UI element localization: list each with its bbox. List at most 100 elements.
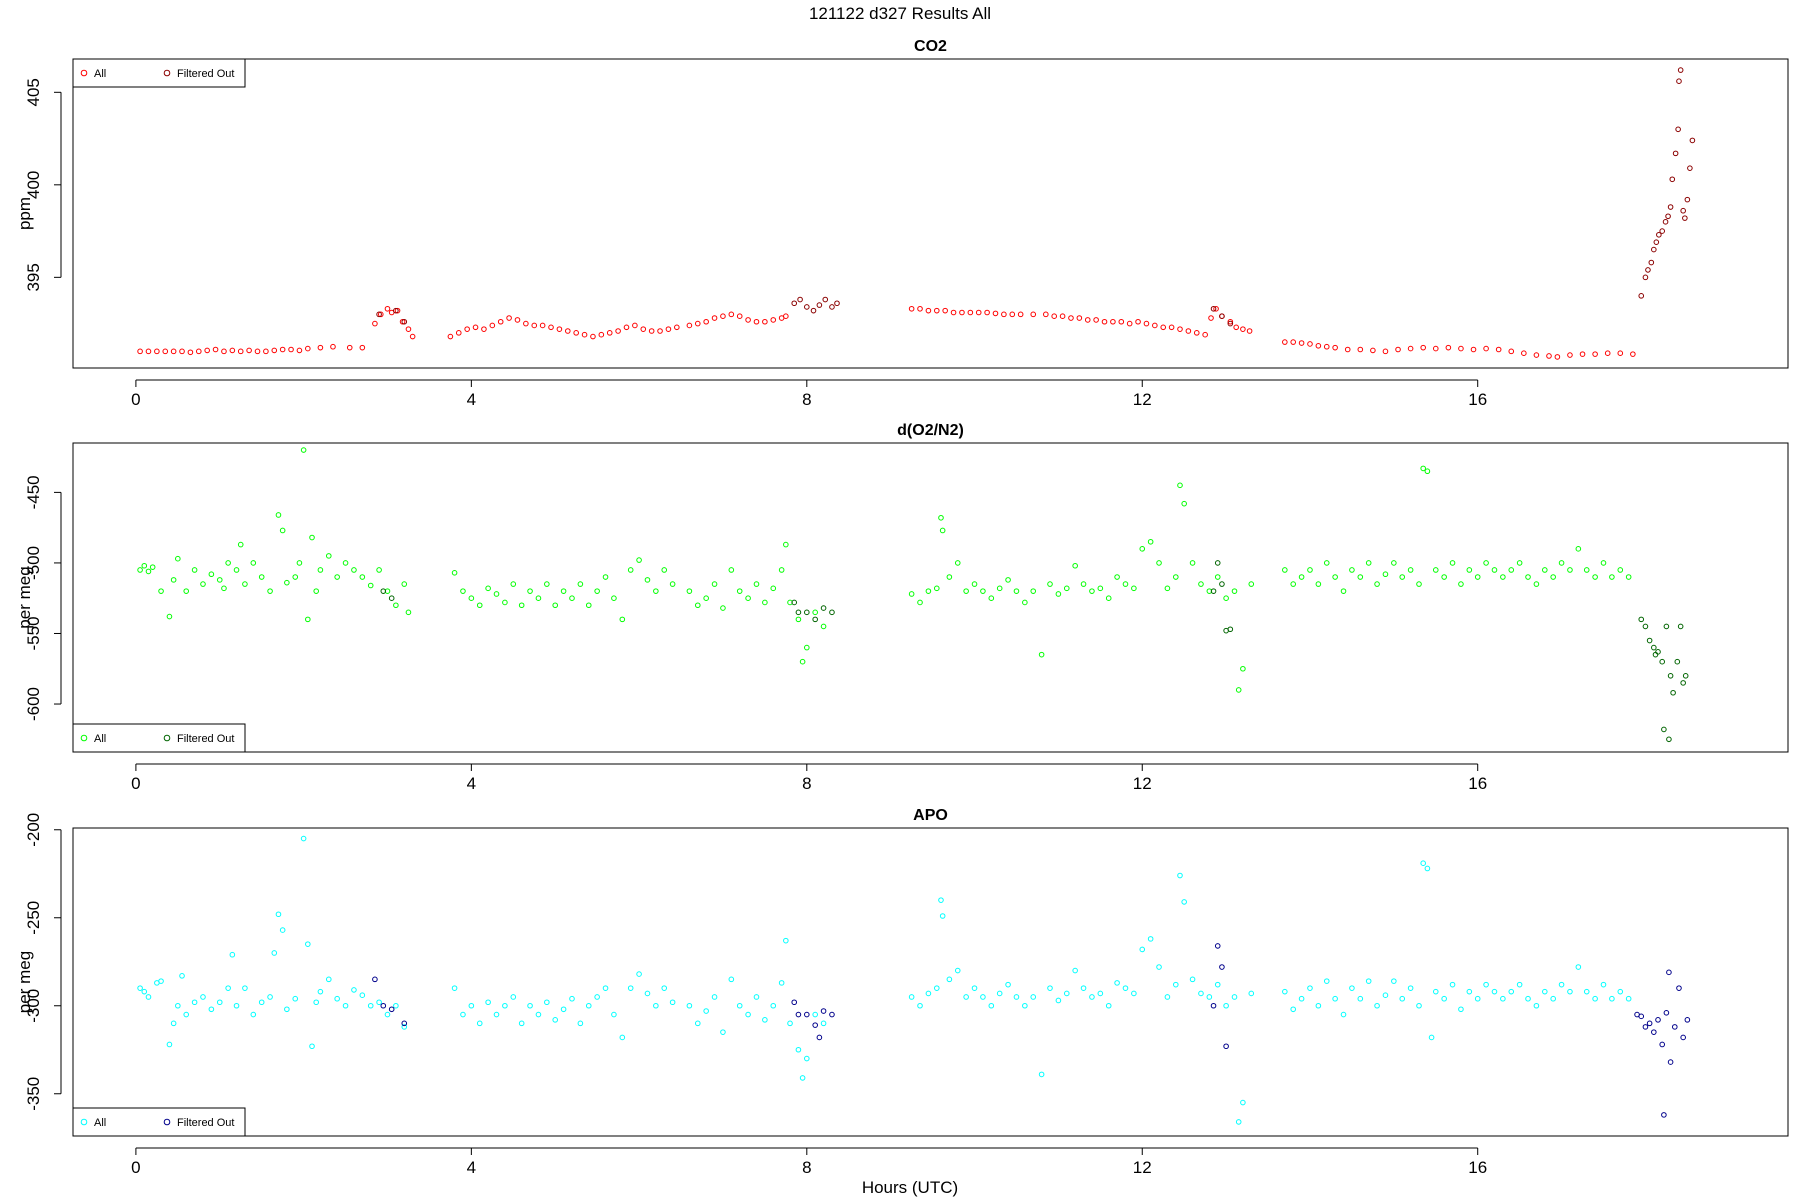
- data-point: [1625, 574, 1632, 580]
- legend-label: All: [94, 1117, 106, 1129]
- data-point: [279, 927, 286, 933]
- data-point: [939, 913, 946, 919]
- data-point: [1491, 988, 1498, 995]
- data-point: [770, 1002, 777, 1009]
- data-point: [183, 588, 190, 594]
- data-point: [1298, 574, 1305, 580]
- data-point: [585, 1002, 592, 1009]
- data-point: [179, 973, 185, 979]
- data-point: [1135, 318, 1141, 325]
- data-point: [560, 1006, 567, 1013]
- data-point: [1068, 315, 1074, 321]
- data-point: [1550, 574, 1556, 580]
- data-point: [1550, 995, 1556, 1002]
- data-point: [1114, 980, 1120, 986]
- series-filtered-out: [380, 560, 1689, 743]
- data-point: [1642, 623, 1649, 630]
- data-point: [523, 320, 529, 327]
- data-point: [1080, 581, 1087, 587]
- data-point: [1055, 591, 1062, 597]
- data-point: [330, 343, 336, 350]
- data-point: [1059, 313, 1066, 319]
- data-point: [510, 994, 517, 1000]
- data-point: [527, 588, 533, 594]
- data-point: [1181, 500, 1187, 507]
- data-point: [325, 976, 332, 983]
- data-point: [946, 574, 953, 580]
- data-point: [1449, 981, 1456, 988]
- data-point: [590, 333, 596, 340]
- legend-label: All: [94, 733, 106, 745]
- data-point: [380, 588, 387, 594]
- data-point: [376, 567, 382, 573]
- data-point: [1177, 872, 1183, 879]
- data-point: [661, 567, 668, 573]
- data-point: [447, 333, 454, 340]
- x-tick-label: 4: [467, 390, 476, 409]
- data-point: [1213, 305, 1219, 312]
- data-point: [556, 326, 563, 332]
- data-point: [1449, 560, 1456, 566]
- data-point: [1617, 567, 1624, 573]
- data-point: [816, 302, 823, 308]
- data-point: [939, 527, 946, 534]
- data-point: [992, 310, 999, 317]
- data-point: [460, 588, 466, 594]
- data-point: [1210, 1002, 1217, 1009]
- x-tick-label: 8: [802, 774, 811, 793]
- y-tick-label: 405: [24, 78, 43, 106]
- data-point: [313, 588, 320, 594]
- panel-3: APO 0 4 8 12 16 -200 -250 -300 -350 per meg All Filt…: [15, 807, 1789, 1177]
- data-point: [468, 1002, 475, 1009]
- data-point: [1500, 574, 1506, 580]
- data-point: [619, 616, 626, 623]
- y-tick-label: 400: [24, 171, 43, 199]
- data-point: [1558, 560, 1565, 566]
- data-point: [351, 987, 357, 993]
- data-point: [1110, 318, 1116, 325]
- data-point: [1661, 1112, 1667, 1118]
- data-point: [1416, 581, 1422, 587]
- data-point: [263, 348, 269, 355]
- data-point: [1567, 988, 1573, 995]
- data-point: [1458, 345, 1464, 352]
- data-point: [1248, 990, 1255, 997]
- data-point: [615, 328, 621, 334]
- data-point: [170, 577, 177, 583]
- data-point: [342, 1002, 349, 1009]
- panel-title: d(O2/N2): [897, 422, 964, 439]
- data-point: [946, 976, 953, 983]
- data-point: [1307, 985, 1313, 991]
- data-point: [1349, 985, 1355, 991]
- data-point: [1093, 317, 1099, 323]
- data-point: [275, 512, 282, 518]
- data-point: [334, 574, 340, 580]
- y-tick-label: -250: [24, 901, 43, 935]
- y-tick-label: -500: [24, 546, 43, 580]
- data-point: [191, 999, 198, 1006]
- data-point: [585, 602, 592, 609]
- data-point: [1139, 546, 1146, 552]
- data-point: [401, 318, 408, 325]
- data-point: [1659, 228, 1666, 234]
- data-point: [1030, 994, 1037, 1000]
- data-point: [602, 985, 609, 991]
- data-point: [1198, 581, 1204, 587]
- data-point: [317, 344, 324, 351]
- data-point: [292, 995, 299, 1002]
- data-point: [1676, 985, 1682, 991]
- data-point: [980, 994, 986, 1000]
- data-point: [1642, 274, 1649, 281]
- data-point: [728, 976, 735, 983]
- data-point: [753, 318, 760, 325]
- data-point: [644, 990, 651, 997]
- data-point: [254, 348, 261, 355]
- data-point: [221, 348, 227, 355]
- data-point: [657, 328, 663, 334]
- data-point: [1072, 967, 1078, 974]
- data-point: [694, 602, 701, 609]
- data-point: [783, 937, 789, 944]
- data-point: [539, 322, 546, 329]
- data-point: [1399, 574, 1406, 580]
